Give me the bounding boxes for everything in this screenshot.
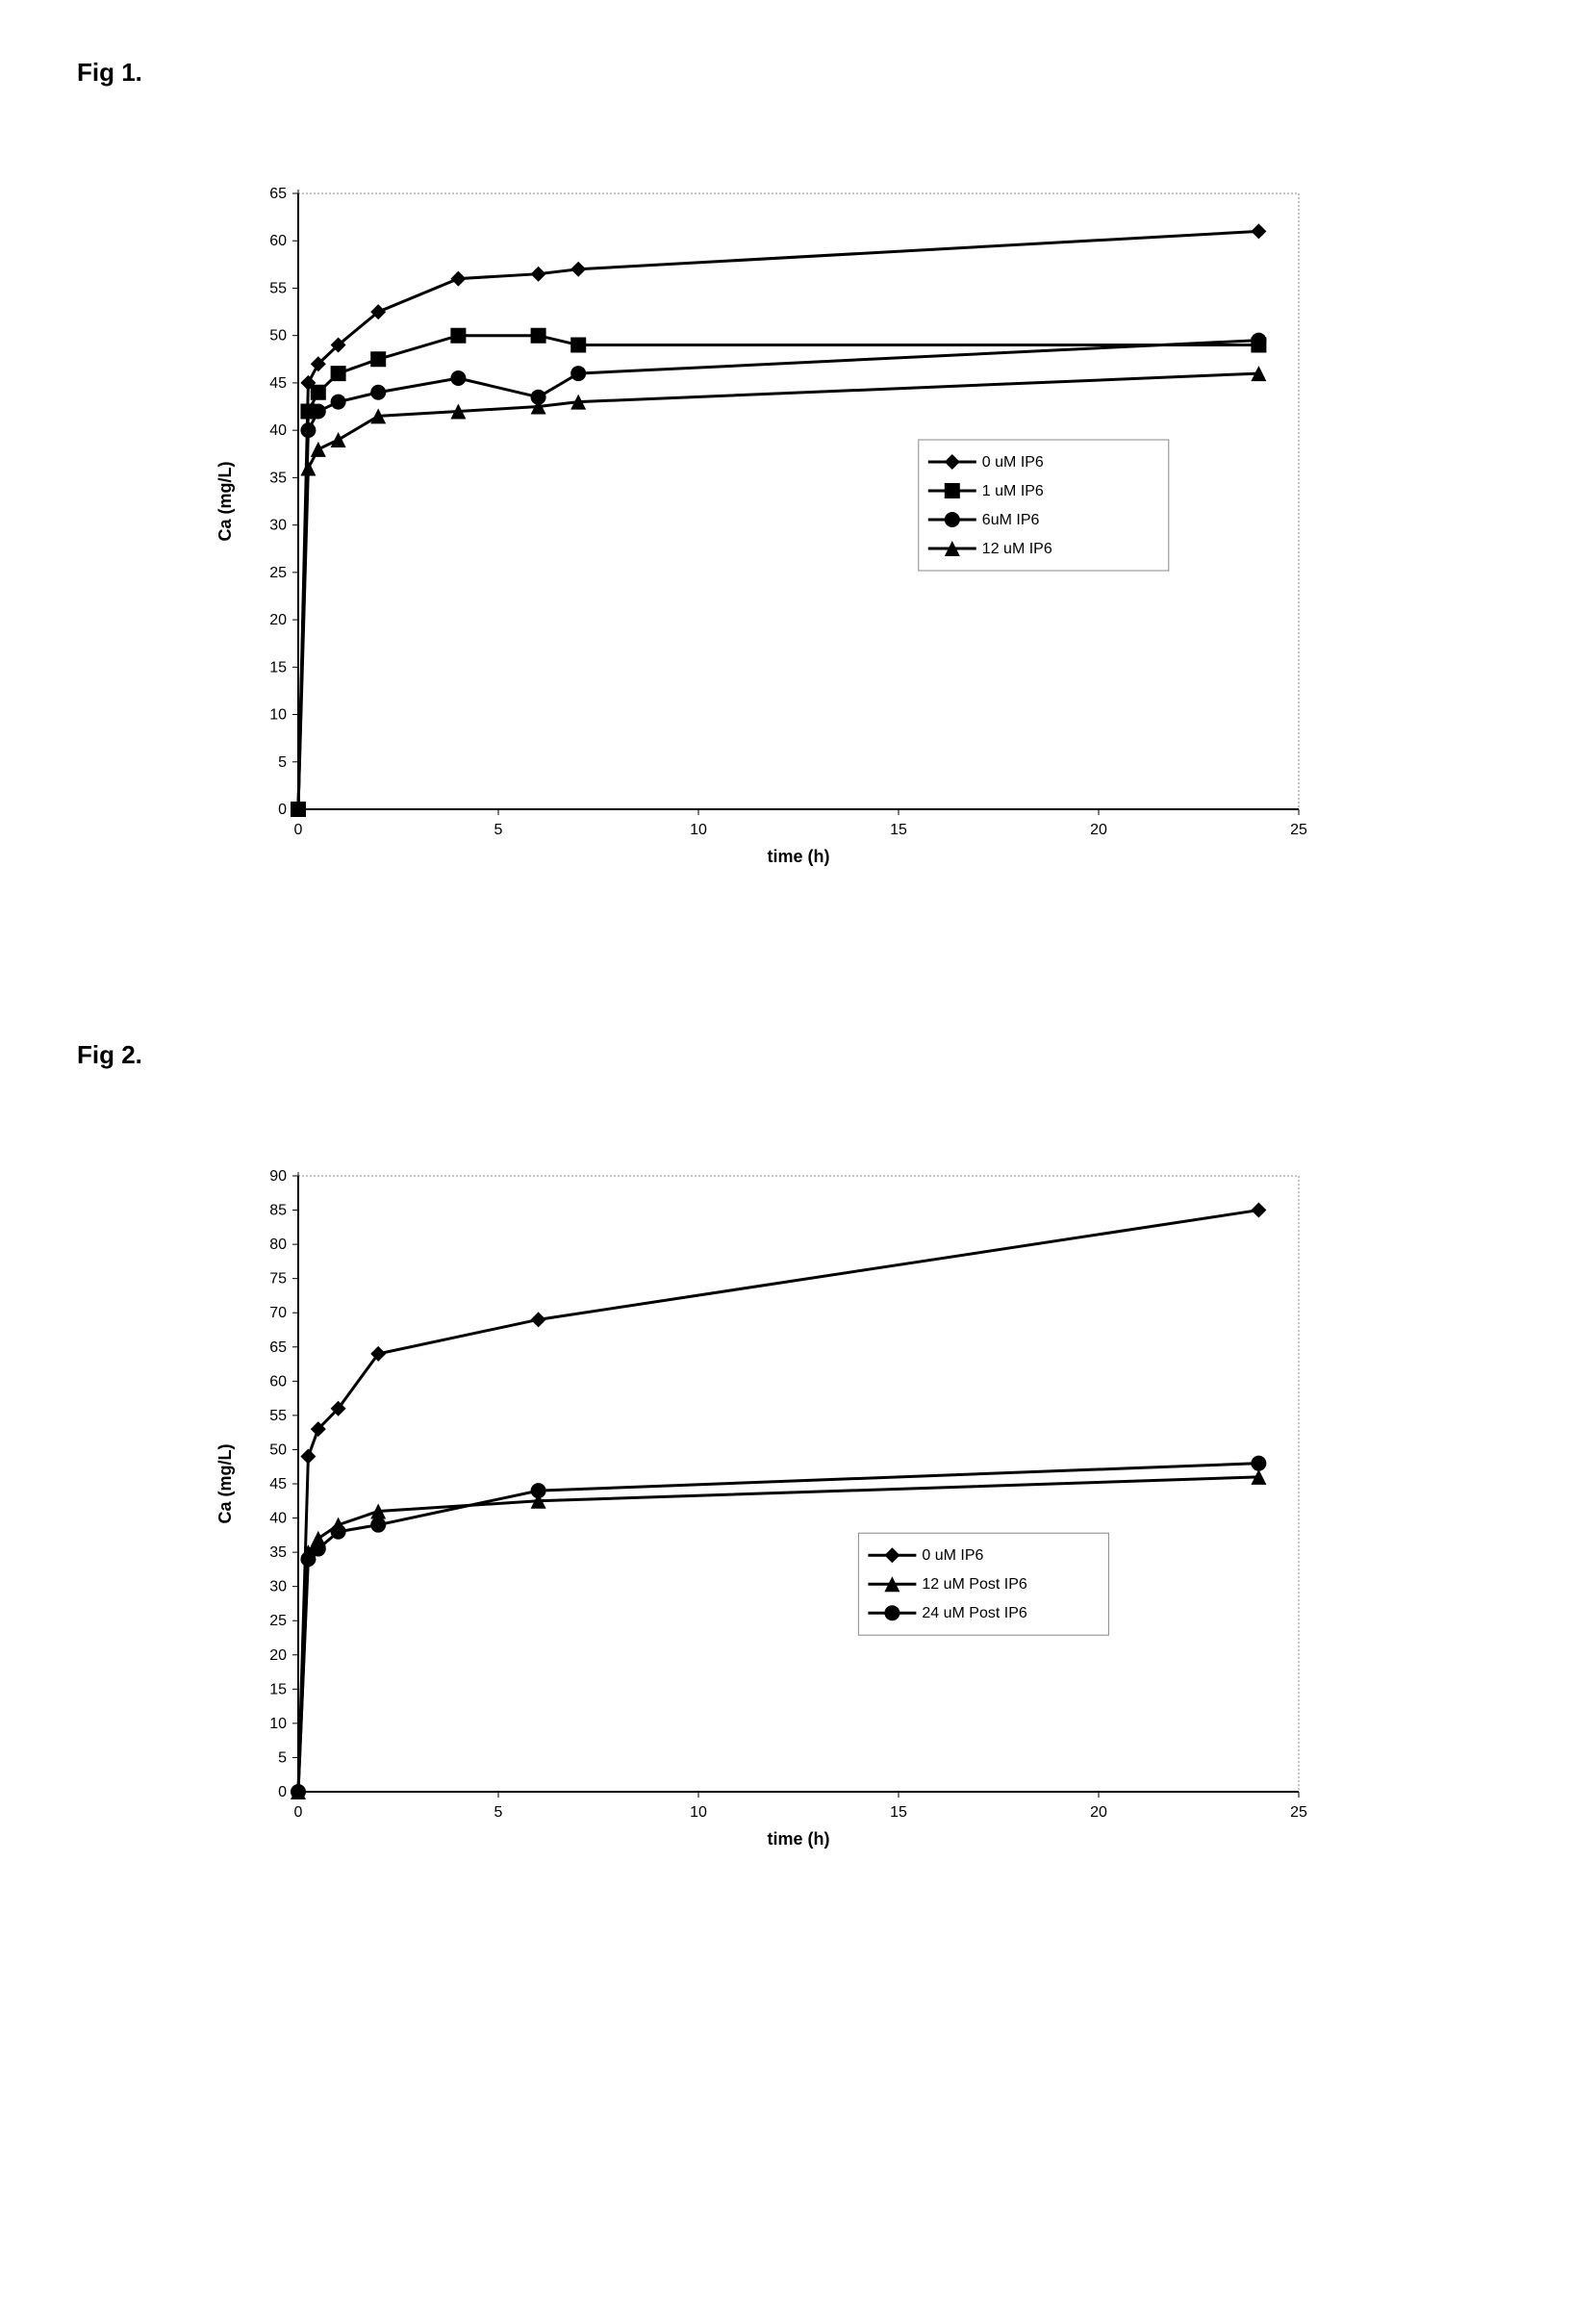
- y-axis-label: Ca (mg/L): [215, 1443, 235, 1523]
- series-marker: [531, 1483, 546, 1498]
- series-marker: [370, 1518, 386, 1533]
- x-tick-label: 20: [1090, 822, 1107, 838]
- y-tick-label: 90: [269, 1168, 287, 1185]
- y-tick-label: 45: [269, 1476, 287, 1492]
- series-marker: [311, 385, 326, 400]
- fig2-chart: 0 5 10 15 20 25 30 35 40 45 50 55 60 65 70 75 80 85 90 0 5 10…: [192, 1157, 1347, 1888]
- fig1-chart: 0 5 10 15 20 25 30 35 40 45 50 55 60 65 0 5 10 15 20 25 time…: [192, 174, 1347, 905]
- x-tick-label: 20: [1090, 1804, 1107, 1821]
- fig1-chart-container: 0 5 10 15 20 25 30 35 40 45 50 55 60 65 0 5 10 15 20 25 time…: [192, 174, 1519, 905]
- legend-label: 0 uM IP6: [982, 454, 1044, 471]
- legend-label: 12 uM IP6: [982, 541, 1052, 557]
- series-marker: [570, 338, 586, 353]
- y-tick-label: 80: [269, 1237, 287, 1253]
- series-marker: [370, 385, 386, 400]
- y-tick-label: 65: [269, 186, 287, 202]
- y-tick-label: 40: [269, 1511, 287, 1527]
- x-axis-label: time (h): [768, 847, 830, 866]
- fig1-label: Fig 1.: [77, 58, 1519, 88]
- x-tick-label: 5: [494, 1804, 503, 1821]
- y-tick-label: 30: [269, 518, 287, 534]
- y-tick-label: 55: [269, 1408, 287, 1424]
- y-tick-label: 20: [269, 1647, 287, 1664]
- y-tick-label: 5: [278, 754, 287, 771]
- series-marker: [331, 366, 346, 381]
- y-tick-label: 50: [269, 1441, 287, 1458]
- fig2-chart-container: 0 5 10 15 20 25 30 35 40 45 50 55 60 65 70 75 80 85 90 0 5 10…: [192, 1157, 1519, 1888]
- x-tick-label: 25: [1290, 822, 1307, 838]
- x-tick-label: 10: [690, 822, 707, 838]
- y-tick-label: 75: [269, 1271, 287, 1288]
- y-tick-label: 85: [269, 1203, 287, 1219]
- y-tick-label: 40: [269, 422, 287, 439]
- y-tick-label: 70: [269, 1305, 287, 1321]
- x-tick-label: 0: [294, 1804, 303, 1821]
- y-tick-label: 55: [269, 280, 287, 296]
- x-tick-label: 5: [494, 822, 503, 838]
- legend-label: 1 uM IP6: [982, 483, 1044, 499]
- series-marker: [450, 328, 466, 344]
- series-marker: [300, 422, 316, 438]
- series-marker: [291, 1784, 306, 1799]
- y-tick-label: 60: [269, 233, 287, 249]
- y-tick-label: 30: [269, 1579, 287, 1595]
- legend-label: 12 uM Post IP6: [922, 1576, 1026, 1593]
- y-tick-label: 10: [269, 1716, 287, 1732]
- y-tick-label: 25: [269, 1613, 287, 1629]
- y-tick-label: 5: [278, 1749, 287, 1766]
- legend-label: 24 uM Post IP6: [922, 1605, 1026, 1621]
- series-marker: [1251, 1456, 1266, 1471]
- x-axis-label: time (h): [768, 1829, 830, 1849]
- x-tick-label: 0: [294, 822, 303, 838]
- y-tick-label: 35: [269, 1544, 287, 1561]
- y-tick-label: 50: [269, 328, 287, 344]
- y-axis-label: Ca (mg/L): [215, 461, 235, 541]
- y-tick-label: 45: [269, 375, 287, 392]
- series-marker: [311, 403, 326, 419]
- series-marker: [531, 328, 546, 344]
- y-tick-label: 10: [269, 707, 287, 724]
- y-tick-label: 65: [269, 1339, 287, 1356]
- series-marker: [331, 395, 346, 410]
- x-tick-label: 15: [890, 822, 907, 838]
- y-tick-label: 35: [269, 470, 287, 486]
- series-marker: [570, 366, 586, 381]
- y-tick-label: 15: [269, 1681, 287, 1697]
- x-tick-label: 25: [1290, 1804, 1307, 1821]
- x-tick-label: 10: [690, 1804, 707, 1821]
- y-tick-label: 25: [269, 565, 287, 581]
- series-marker: [331, 1524, 346, 1540]
- y-tick-label: 0: [278, 802, 287, 818]
- y-tick-label: 0: [278, 1784, 287, 1800]
- series-marker: [311, 1542, 326, 1557]
- fig2-label: Fig 2.: [77, 1040, 1519, 1070]
- x-tick-label: 15: [890, 1804, 907, 1821]
- series-marker: [450, 370, 466, 386]
- y-tick-label: 60: [269, 1373, 287, 1390]
- y-tick-label: 15: [269, 659, 287, 676]
- legend-label: 0 uM IP6: [922, 1547, 983, 1564]
- series-marker: [1251, 333, 1266, 348]
- y-tick-label: 20: [269, 612, 287, 628]
- legend-label: 6uM IP6: [982, 512, 1040, 528]
- series-marker: [370, 351, 386, 367]
